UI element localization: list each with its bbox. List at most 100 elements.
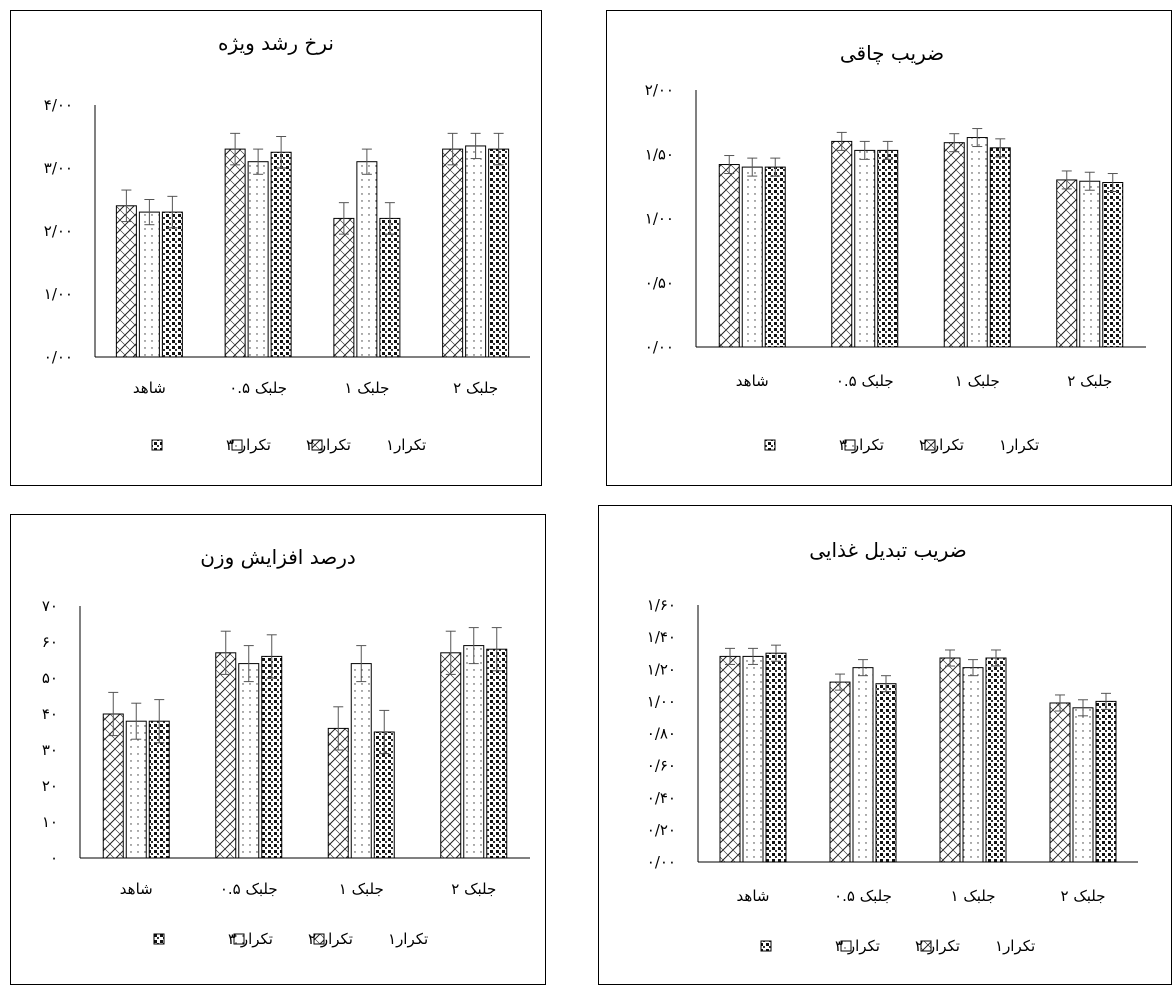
legend-label: تکرار۱ — [999, 436, 1039, 454]
category-label: جلبک ۲ — [1067, 372, 1112, 390]
bar — [877, 149, 899, 348]
bar — [486, 648, 508, 859]
bar — [379, 217, 401, 358]
chart-title: نرخ رشد ویژه — [218, 31, 334, 55]
category-label: جلبک ۱ — [955, 372, 1000, 390]
y-tick-label: ۰/۴۰ — [647, 789, 676, 807]
category-label: شاهد — [120, 880, 153, 898]
legend-swatch — [153, 933, 165, 945]
bar — [829, 681, 851, 863]
legend-swatch — [920, 940, 932, 952]
category-label: جلبک ۱ — [339, 880, 384, 898]
category-label: جلبک ۰.۵ — [220, 880, 278, 898]
bar — [939, 657, 961, 863]
y-tick-label: ۳/۰۰ — [44, 159, 73, 177]
bar — [238, 663, 260, 859]
bar — [719, 655, 741, 863]
bar — [1095, 700, 1117, 863]
category-label: شاهد — [133, 379, 166, 397]
chart-feed-conversion-ratio: ضریب تبدیل غذایی ۰/۰۰ ۰/۲۰ ۰/۴۰ ۰/۶۰ ۰/۸۰ ۱/۰… — [598, 505, 1172, 985]
category-label: شاهد — [736, 372, 769, 390]
bar — [742, 655, 764, 863]
legend-swatch — [760, 940, 772, 952]
bar — [765, 652, 787, 863]
bar — [1056, 179, 1078, 348]
legend-swatch — [844, 439, 856, 451]
y-tick-label: ۱/۲۰ — [647, 660, 676, 678]
bar — [463, 645, 485, 859]
bar — [224, 148, 246, 358]
legend-swatch — [151, 439, 163, 451]
chart-specific-growth-rate: نرخ رشد ویژه ۰/۰۰ ۱/۰۰ ۲/۰۰ ۳/۰۰ ۴/۰۰ شاهد جلب… — [10, 10, 542, 486]
chart-title: درصد افزایش وزن — [200, 545, 356, 569]
bar — [115, 205, 137, 358]
bar — [270, 151, 292, 358]
y-tick-label: ۱/۰۰ — [647, 692, 676, 710]
legend-swatch — [924, 439, 936, 451]
bar — [442, 148, 464, 358]
bar — [1049, 702, 1071, 863]
y-tick-label: ۱/۵۰ — [645, 145, 674, 163]
bar — [741, 166, 763, 348]
bar — [852, 667, 874, 863]
bar — [350, 663, 372, 859]
bar — [985, 657, 1007, 863]
legend-label: تکرار ۲ — [308, 930, 353, 948]
legend-swatch — [313, 933, 325, 945]
legend-label: تکرار۱ — [386, 436, 426, 454]
bar — [1072, 707, 1094, 863]
y-tick-label: ۲/۰۰ — [44, 222, 73, 240]
y-tick-label: ۰/۵۰ — [645, 274, 674, 292]
legend-swatch — [311, 439, 323, 451]
legend-label: تکرار ۳ — [839, 436, 884, 454]
category-label: جلبک ۰.۵ — [836, 372, 894, 390]
bar — [261, 655, 283, 859]
y-tick-label: ۰/۸۰ — [647, 725, 676, 743]
bar — [962, 667, 984, 863]
bar — [465, 145, 487, 358]
legend-label: تکرار ۲ — [915, 937, 960, 955]
y-tick-label: ۵۰ — [42, 669, 58, 687]
legend-swatch — [233, 933, 245, 945]
bar — [966, 137, 988, 348]
y-tick-label: ۶۰ — [42, 633, 58, 651]
y-tick-label: ۰ — [50, 849, 58, 867]
category-label: شاهد — [737, 887, 770, 905]
category-label: جلبک ۲ — [453, 379, 498, 397]
category-label: جلبک ۱ — [344, 379, 389, 397]
bar — [1079, 180, 1101, 348]
legend-swatch — [840, 940, 852, 952]
bar — [247, 161, 269, 358]
bar — [138, 211, 160, 358]
legend-label: تکرار ۲ — [919, 436, 964, 454]
y-tick-label: ۱/۶۰ — [647, 596, 676, 614]
y-tick-label: ۷۰ — [42, 597, 58, 615]
category-label: جلبک ۱ — [950, 887, 995, 905]
y-tick-label: ۰/۰۰ — [647, 853, 676, 871]
y-tick-label: ۱/۰۰ — [44, 285, 73, 303]
y-tick-label: ۲۰ — [42, 777, 58, 795]
category-label: جلبک ۲ — [451, 880, 496, 898]
bar — [831, 140, 853, 348]
bar — [440, 652, 462, 859]
chart-weight-gain-percent: درصد افزایش وزن ۰ ۱۰ ۲۰ ۳۰ ۴۰ ۵۰ ۶۰ ۷۰ شاهد جلبک … — [10, 514, 546, 985]
bar — [333, 217, 355, 358]
bar — [488, 148, 510, 358]
legend-label: تکرار ۲ — [306, 436, 351, 454]
bar — [1102, 182, 1124, 348]
legend-swatch — [764, 439, 776, 451]
bar — [356, 161, 378, 358]
bar — [943, 142, 965, 348]
y-tick-label: ۳۰ — [42, 741, 58, 759]
bar — [718, 164, 740, 348]
chart-condition-factor: ضریب چاقی ۰/۰۰ ۰/۵۰ ۱/۰۰ ۱/۵۰ ۲/۰۰ شاهد جلبک ۰… — [606, 10, 1172, 486]
legend-label: تکرار۱ — [995, 937, 1035, 955]
legend-swatch — [231, 439, 243, 451]
y-tick-label: ۴۰ — [42, 705, 58, 723]
y-tick-label: ۰/۲۰ — [647, 821, 676, 839]
bar — [215, 652, 237, 859]
bar — [875, 683, 897, 863]
y-tick-label: ۰/۰۰ — [645, 338, 674, 356]
chart-title: ضریب تبدیل غذایی — [809, 538, 967, 562]
y-tick-label: ۲/۰۰ — [645, 81, 674, 99]
